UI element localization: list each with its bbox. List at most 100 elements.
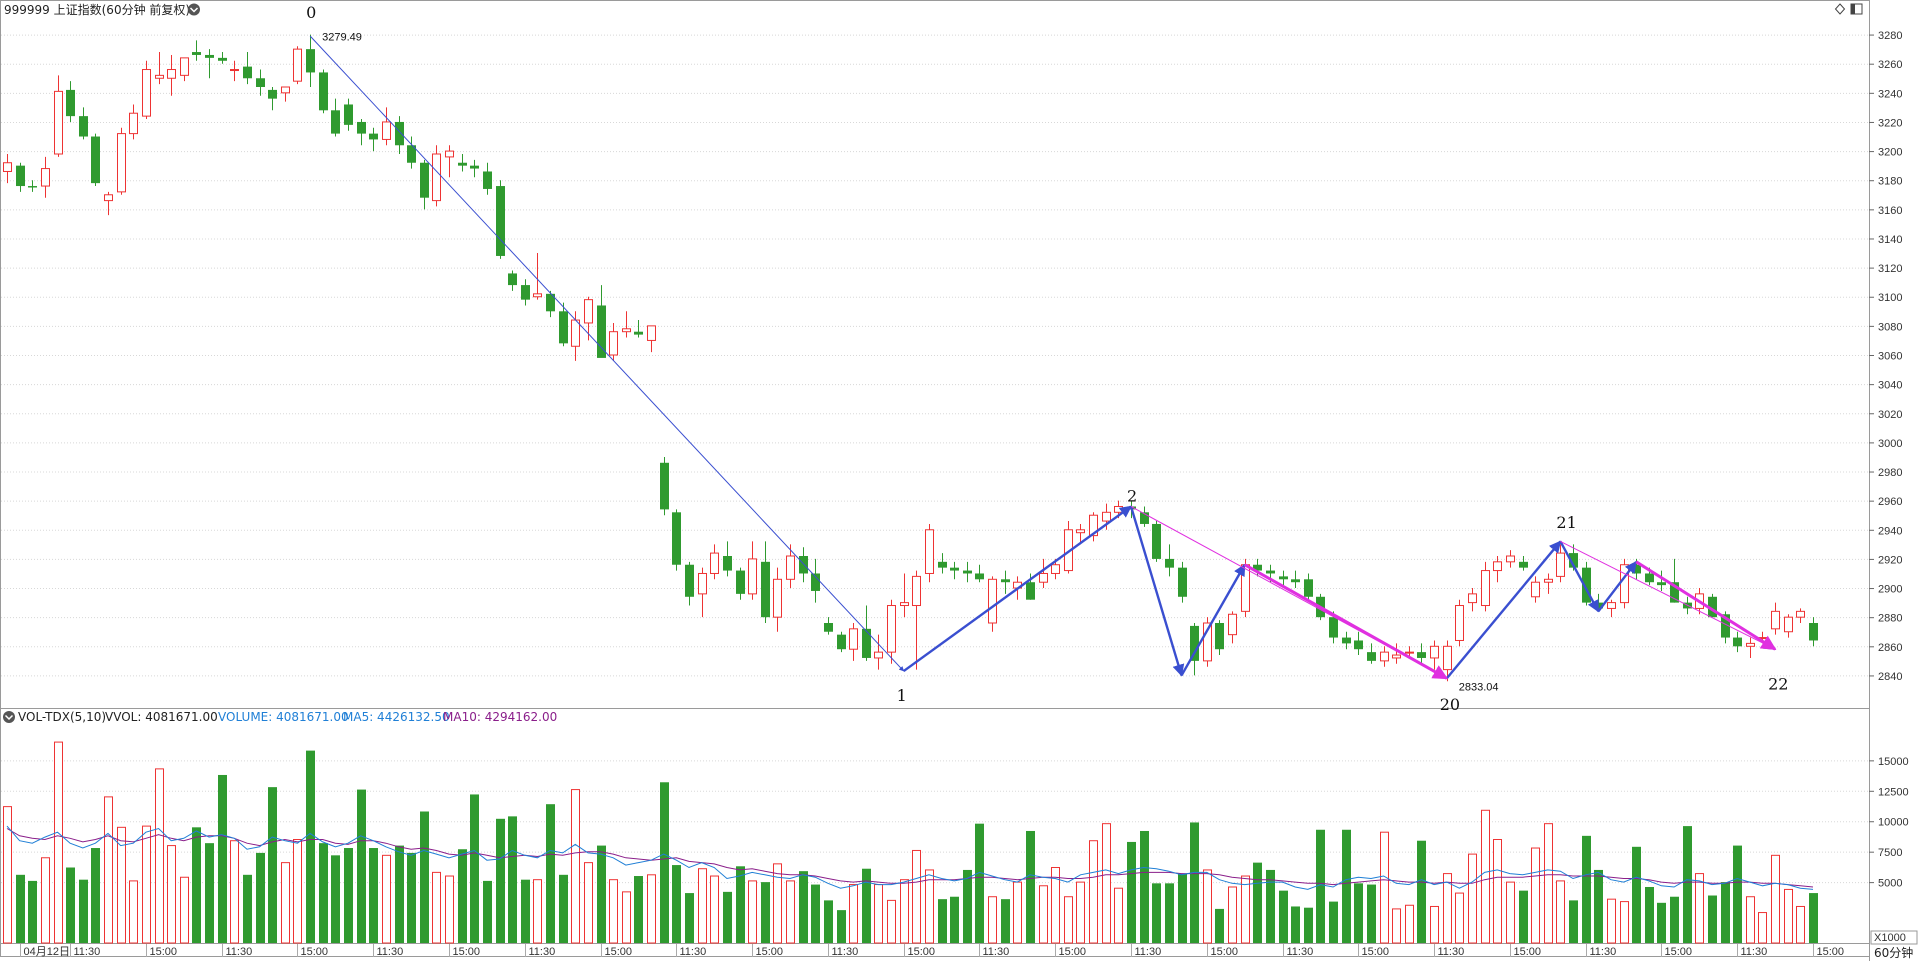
volume-bar bbox=[723, 891, 732, 943]
candle bbox=[483, 162, 492, 195]
candle bbox=[344, 98, 353, 131]
candle-body bbox=[1417, 652, 1426, 658]
candle bbox=[167, 54, 176, 96]
volume-bar bbox=[218, 774, 227, 943]
candle-body bbox=[1304, 579, 1313, 597]
volume-bar bbox=[1493, 839, 1502, 944]
wave-segment bbox=[902, 505, 1132, 673]
volume-bar bbox=[874, 884, 883, 944]
volume-bar bbox=[1506, 881, 1515, 944]
candle bbox=[306, 34, 315, 87]
price-tick-label: 3280 bbox=[1878, 30, 1902, 42]
candle-body bbox=[1620, 564, 1629, 604]
panel-toggle-icon[interactable] bbox=[1850, 3, 1863, 15]
candle-body bbox=[28, 186, 37, 188]
volume-bar bbox=[950, 896, 959, 943]
candle-body bbox=[1039, 572, 1048, 583]
candle-body bbox=[609, 331, 618, 356]
time-tick-label: 15:00 bbox=[150, 946, 178, 958]
candle bbox=[559, 302, 568, 347]
candle bbox=[104, 191, 113, 216]
candle-body bbox=[1380, 651, 1389, 662]
candle bbox=[963, 561, 972, 583]
candle-body bbox=[710, 552, 719, 574]
candle bbox=[811, 558, 820, 603]
volume-bar bbox=[521, 879, 530, 943]
candle bbox=[243, 52, 252, 85]
candle-body bbox=[1367, 652, 1376, 661]
volume-bar bbox=[1228, 886, 1237, 944]
candle-body bbox=[1708, 596, 1717, 618]
candle bbox=[395, 116, 404, 154]
price-tick-label: 2960 bbox=[1878, 496, 1902, 508]
candle bbox=[3, 154, 12, 184]
candle bbox=[28, 180, 37, 192]
volume-bar bbox=[1064, 896, 1073, 944]
volume-bar bbox=[344, 848, 353, 943]
time-tick-label: 15:00 bbox=[1059, 946, 1087, 958]
candle-body bbox=[1468, 593, 1477, 604]
volume-bar bbox=[1039, 885, 1048, 944]
diamond-icon[interactable] bbox=[1834, 3, 1846, 15]
volume-bar bbox=[1632, 846, 1641, 943]
price-y-axis: 2840 2860 2880 2900 2920 2940 2960 2980 3000 3020… bbox=[1869, 30, 1902, 683]
vvol-value: VVOL: 4081671.00 bbox=[105, 710, 218, 724]
candle-body bbox=[1544, 578, 1553, 583]
trend-line bbox=[1560, 540, 1776, 650]
candle-body bbox=[432, 153, 441, 202]
price-tick-label: 3040 bbox=[1878, 380, 1902, 392]
candle bbox=[773, 567, 782, 632]
candle bbox=[192, 40, 201, 61]
candle-body bbox=[1556, 552, 1565, 577]
candle-body bbox=[1152, 523, 1161, 559]
volume-bar bbox=[786, 880, 795, 944]
volume-bar bbox=[849, 884, 858, 944]
volume-bar bbox=[584, 862, 593, 944]
candle bbox=[1733, 631, 1742, 653]
candle-body bbox=[1506, 555, 1515, 563]
volume-bar bbox=[167, 845, 176, 944]
candle bbox=[1215, 620, 1224, 656]
candle bbox=[685, 561, 694, 606]
candle bbox=[748, 541, 757, 600]
volume-bar bbox=[1089, 840, 1098, 944]
volume-bar bbox=[1152, 883, 1161, 943]
candle-body bbox=[104, 194, 113, 202]
volume-bar bbox=[268, 787, 277, 943]
candle-body bbox=[1215, 623, 1224, 650]
volume-bar bbox=[736, 866, 745, 943]
volume-bar bbox=[887, 899, 896, 944]
price-tick-label: 3080 bbox=[1878, 321, 1902, 333]
candle-body bbox=[1443, 645, 1452, 671]
candle-body bbox=[1051, 564, 1060, 574]
wave-label: 22 bbox=[1768, 674, 1788, 693]
volume-bar bbox=[1556, 880, 1565, 944]
candle-body bbox=[293, 48, 302, 82]
candle-body bbox=[66, 89, 75, 117]
candle-body bbox=[559, 311, 568, 344]
time-tick-label: 11:30 bbox=[1287, 946, 1314, 958]
volume-bar bbox=[1291, 906, 1300, 943]
volume-bar bbox=[117, 826, 126, 944]
price-tick-label: 2860 bbox=[1878, 642, 1902, 654]
candle bbox=[445, 145, 454, 178]
wave-label: 1 bbox=[897, 686, 907, 705]
candle bbox=[1178, 561, 1187, 603]
candle-body bbox=[1582, 567, 1591, 603]
wave-segment bbox=[309, 35, 905, 672]
volume-bar bbox=[1733, 845, 1742, 943]
candle bbox=[155, 52, 164, 85]
vol-dropdown-icon[interactable] bbox=[3, 711, 15, 723]
candle bbox=[1809, 617, 1818, 647]
price-tick-label: 3140 bbox=[1878, 234, 1902, 246]
candle-body bbox=[167, 69, 176, 79]
volume-bar bbox=[710, 875, 719, 944]
candle-body bbox=[634, 331, 643, 335]
period-label[interactable]: 60分钟 bbox=[1874, 945, 1913, 960]
title-dropdown-icon[interactable] bbox=[188, 3, 200, 16]
candle bbox=[41, 156, 50, 198]
price-tick-label: 3160 bbox=[1878, 205, 1902, 217]
candle bbox=[837, 631, 846, 653]
wave-segment bbox=[1180, 563, 1246, 677]
